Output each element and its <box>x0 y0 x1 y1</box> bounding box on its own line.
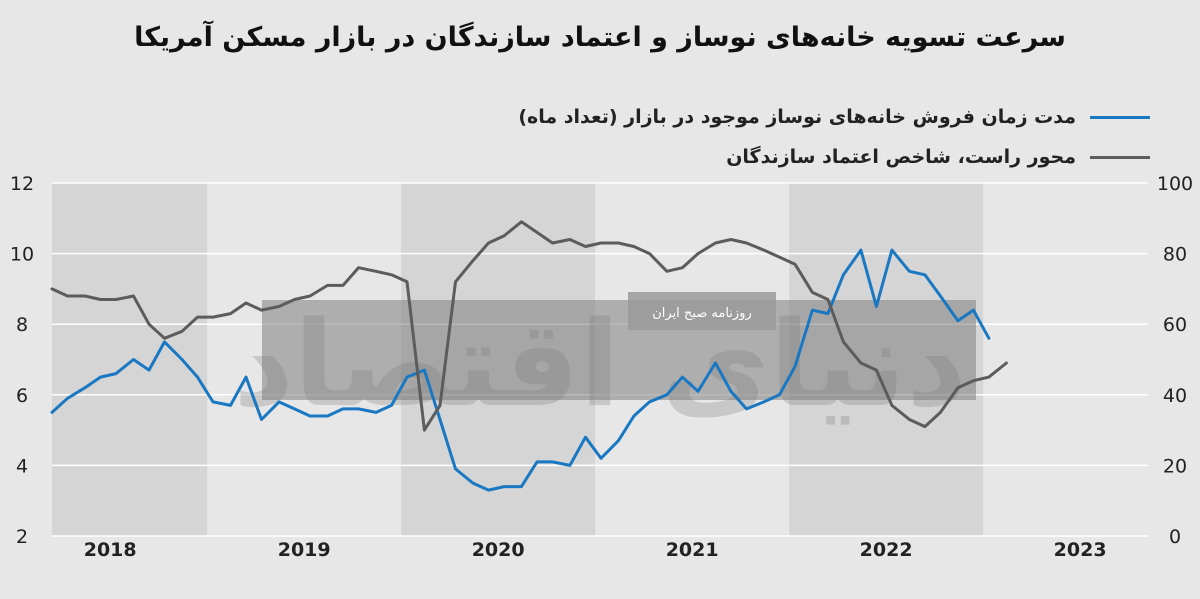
x-axis-tick-label: 2023 <box>1054 539 1107 561</box>
x-axis-tick-label: 2018 <box>84 539 137 561</box>
watermark-tag: روزنامه صبح ایران <box>652 306 752 321</box>
x-axis-tick-label: 2021 <box>666 539 719 561</box>
legend-label-builder-confidence: محور راست، شاخص اعتماد سازندگان <box>726 146 1076 168</box>
right-axis-tick-label: 20 <box>1163 455 1187 477</box>
legend-label-sales-time: مدت زمان فروش خانه‌های نوساز موجود در با… <box>518 106 1076 128</box>
chart-title: سرعت تسویه خانه‌های نوساز و اعتماد سازند… <box>134 22 1066 53</box>
left-axis-tick-label: 4 <box>16 455 28 477</box>
legend-swatch-blue <box>1090 115 1150 119</box>
legend-item-builder-confidence: محور راست، شاخص اعتماد سازندگان <box>726 146 1150 168</box>
watermark-logo: دنیای اقتصاد <box>233 295 967 433</box>
x-axis-tick-label: 2019 <box>278 539 331 561</box>
series-line-builder-confidence <box>50 220 1008 432</box>
series-line-sales-time <box>50 248 991 492</box>
left-axis-tick-label: 12 <box>10 173 34 195</box>
legend-swatch-gray <box>1090 155 1150 159</box>
right-axis-tick-label: 0 <box>1169 526 1181 548</box>
left-axis-tick-label: 8 <box>16 314 28 336</box>
right-axis-tick-label: 60 <box>1163 314 1187 336</box>
left-axis-tick-label: 2 <box>16 526 28 548</box>
left-axis-tick-label: 10 <box>10 244 34 266</box>
right-axis-tick-label: 80 <box>1163 244 1187 266</box>
right-axis-tick-label: 100 <box>1157 173 1193 195</box>
x-axis-tick-label: 2020 <box>472 539 525 561</box>
legend-item-sales-time: مدت زمان فروش خانه‌های نوساز موجود در با… <box>518 106 1150 128</box>
watermark-tag-box <box>628 292 776 330</box>
x-axis-tick-label: 2022 <box>860 539 913 561</box>
right-axis-tick-label: 40 <box>1163 385 1187 407</box>
watermark-box <box>262 300 976 400</box>
left-axis-tick-label: 6 <box>16 385 28 407</box>
